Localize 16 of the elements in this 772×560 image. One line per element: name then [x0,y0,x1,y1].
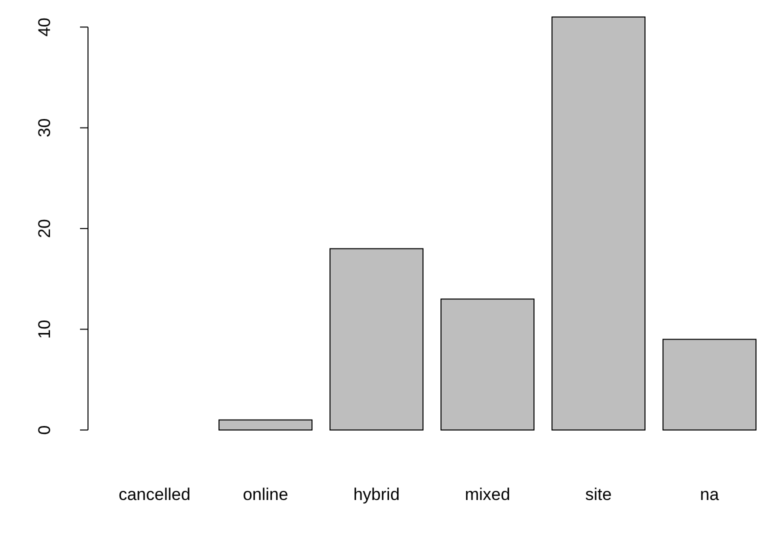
bar [218,419,312,430]
y-tick-label: 20 [35,219,54,238]
y-tick-label: 30 [35,118,54,138]
y-tick-label: 0 [35,425,54,435]
x-tick-label: cancelled [118,485,190,504]
y-tick-label: 10 [35,320,54,339]
x-tick-label: hybrid [353,485,400,504]
x-tick-label: na [700,485,720,504]
x-tick-label: online [242,485,288,504]
bar [440,298,534,430]
bar [330,248,424,430]
bar [552,16,646,430]
x-tick-label: site [585,485,612,504]
bar [662,338,756,430]
y-tick-label: 40 [35,18,54,37]
x-tick-label: mixed [464,485,510,504]
